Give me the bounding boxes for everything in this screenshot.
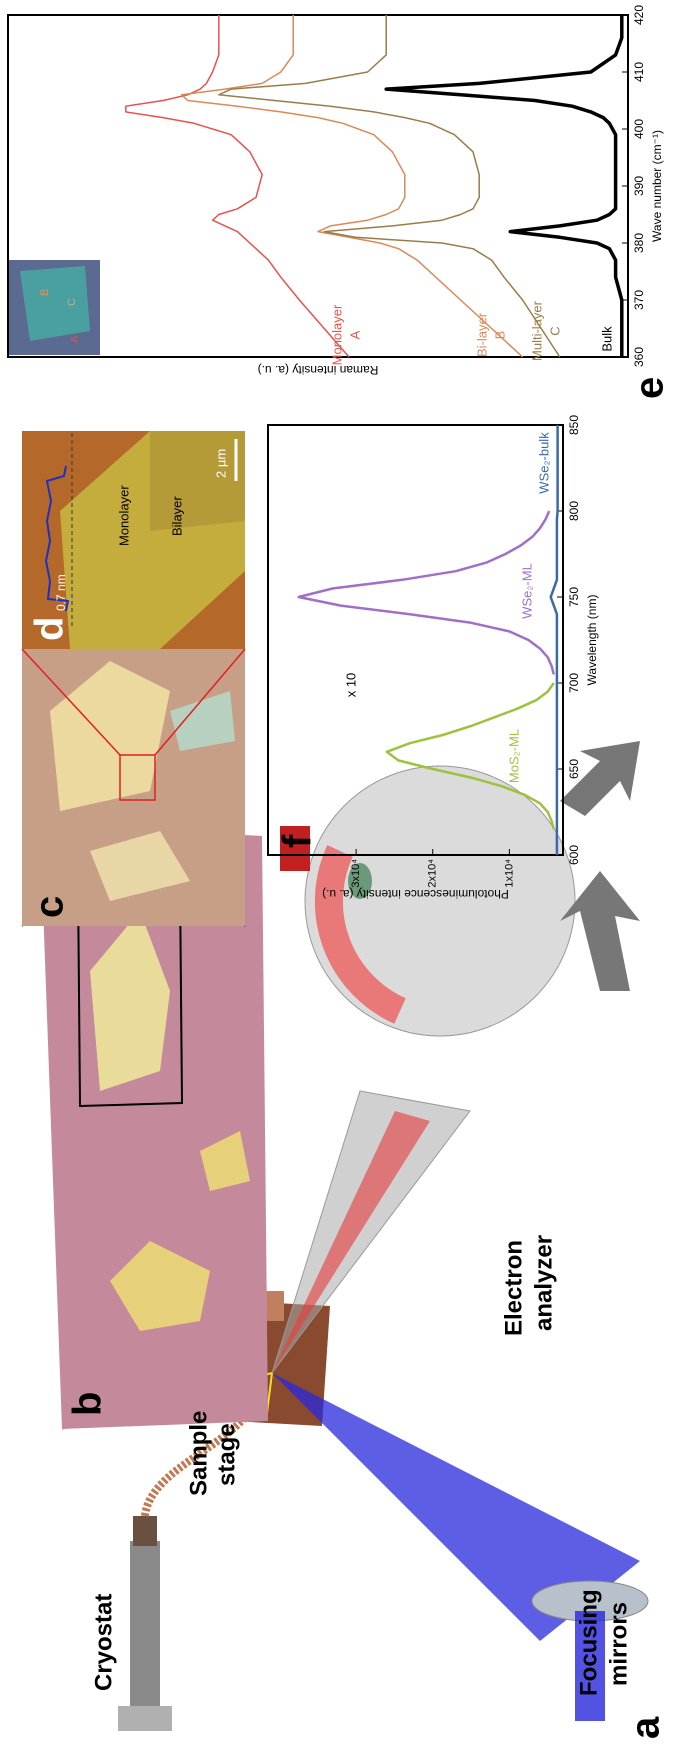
panel-label: d [28, 617, 72, 641]
x-tick-label: 380 [632, 233, 646, 253]
x-tick-label: 360 [632, 347, 646, 367]
series-label: Multi-layer [529, 300, 544, 361]
setup-label: analyzer [530, 1235, 557, 1331]
setup-label: mirrors [605, 1602, 632, 1686]
series-label: WSe₂-ML [519, 563, 534, 619]
page: a b c d e f Cryostat Sample stage Focusi… [0, 0, 677, 1751]
series-line [182, 15, 523, 357]
afm-bilayer [150, 431, 245, 531]
setup-label: Sample [185, 1411, 212, 1496]
series-label: Monolayer [329, 304, 344, 365]
y-tick-label: 3x10⁴ [350, 859, 362, 888]
annotation: x 10 [343, 673, 358, 698]
inset-label: A [69, 335, 81, 343]
inset-label: B [39, 289, 51, 296]
setup-label: stage [213, 1423, 240, 1486]
y-axis-label: Raman intensity (a. u.) [258, 363, 379, 377]
x-tick-label: 600 [567, 845, 581, 865]
panel-label: e [628, 377, 672, 399]
optical-image-c [22, 646, 245, 926]
figure: a b c d e f Cryostat Sample stage Focusi… [0, 0, 677, 1751]
panel-label: a [624, 1716, 668, 1739]
series-line [219, 15, 560, 357]
x-axis-label: Wavelength (nm) [585, 595, 599, 686]
series-tag: C [547, 326, 562, 335]
x-tick-label: 700 [567, 673, 581, 693]
y-axis-label: Photoluminescence intensity (a. u.) [322, 887, 509, 901]
x-tick-label: 650 [567, 759, 581, 779]
inset-label: C [66, 298, 78, 306]
panel-label: c [28, 896, 72, 918]
x-axis-label: Wave number (cm⁻¹) [650, 130, 664, 242]
figure-canvas: a b c d e f Cryostat Sample stage Focusi… [0, 0, 677, 1751]
setup-label: Electron [500, 1240, 527, 1336]
x-tick-label: 800 [567, 501, 581, 521]
afm-label: Bilayer [169, 496, 184, 536]
x-tick-label: 750 [567, 587, 581, 607]
series-label: MoS₂-ML [506, 729, 521, 783]
setup-label: Focusing [575, 1589, 602, 1696]
series-line [386, 15, 622, 357]
x-tick-label: 850 [567, 415, 581, 435]
detector [280, 826, 310, 871]
series-line [299, 511, 554, 674]
panel-label: b [66, 1392, 110, 1416]
x-tick-label: 370 [632, 290, 646, 310]
inset-flake [20, 266, 90, 341]
afm-label: Monolayer [116, 485, 131, 546]
x-tick-label: 420 [632, 5, 646, 25]
afm-step: 0.7 nm [54, 574, 68, 611]
x-tick-label: 400 [632, 119, 646, 139]
y-tick-label: 1x10⁴ [503, 859, 515, 888]
y-tick-label: 2x10⁴ [427, 859, 439, 888]
series-line [551, 425, 558, 855]
series-label: Bulk [599, 326, 614, 352]
series-tag: A [347, 330, 362, 339]
series-label: Bi-layer [474, 312, 489, 357]
series-line [126, 15, 349, 357]
x-tick-label: 410 [632, 62, 646, 82]
panel-label: f [276, 834, 320, 848]
setup-label: Cryostat [90, 1594, 117, 1691]
cryostat-tip [133, 1516, 157, 1546]
series-label: WSe₂-bulk [536, 432, 551, 494]
x-tick-label: 390 [632, 176, 646, 196]
analyzer-lens [272, 1091, 470, 1373]
afm-scale: 2 µm [213, 449, 228, 478]
cryostat-flange [118, 1706, 172, 1731]
raman-inset [8, 260, 100, 355]
cryostat-body [130, 1541, 160, 1711]
series-tag: B [492, 331, 507, 340]
